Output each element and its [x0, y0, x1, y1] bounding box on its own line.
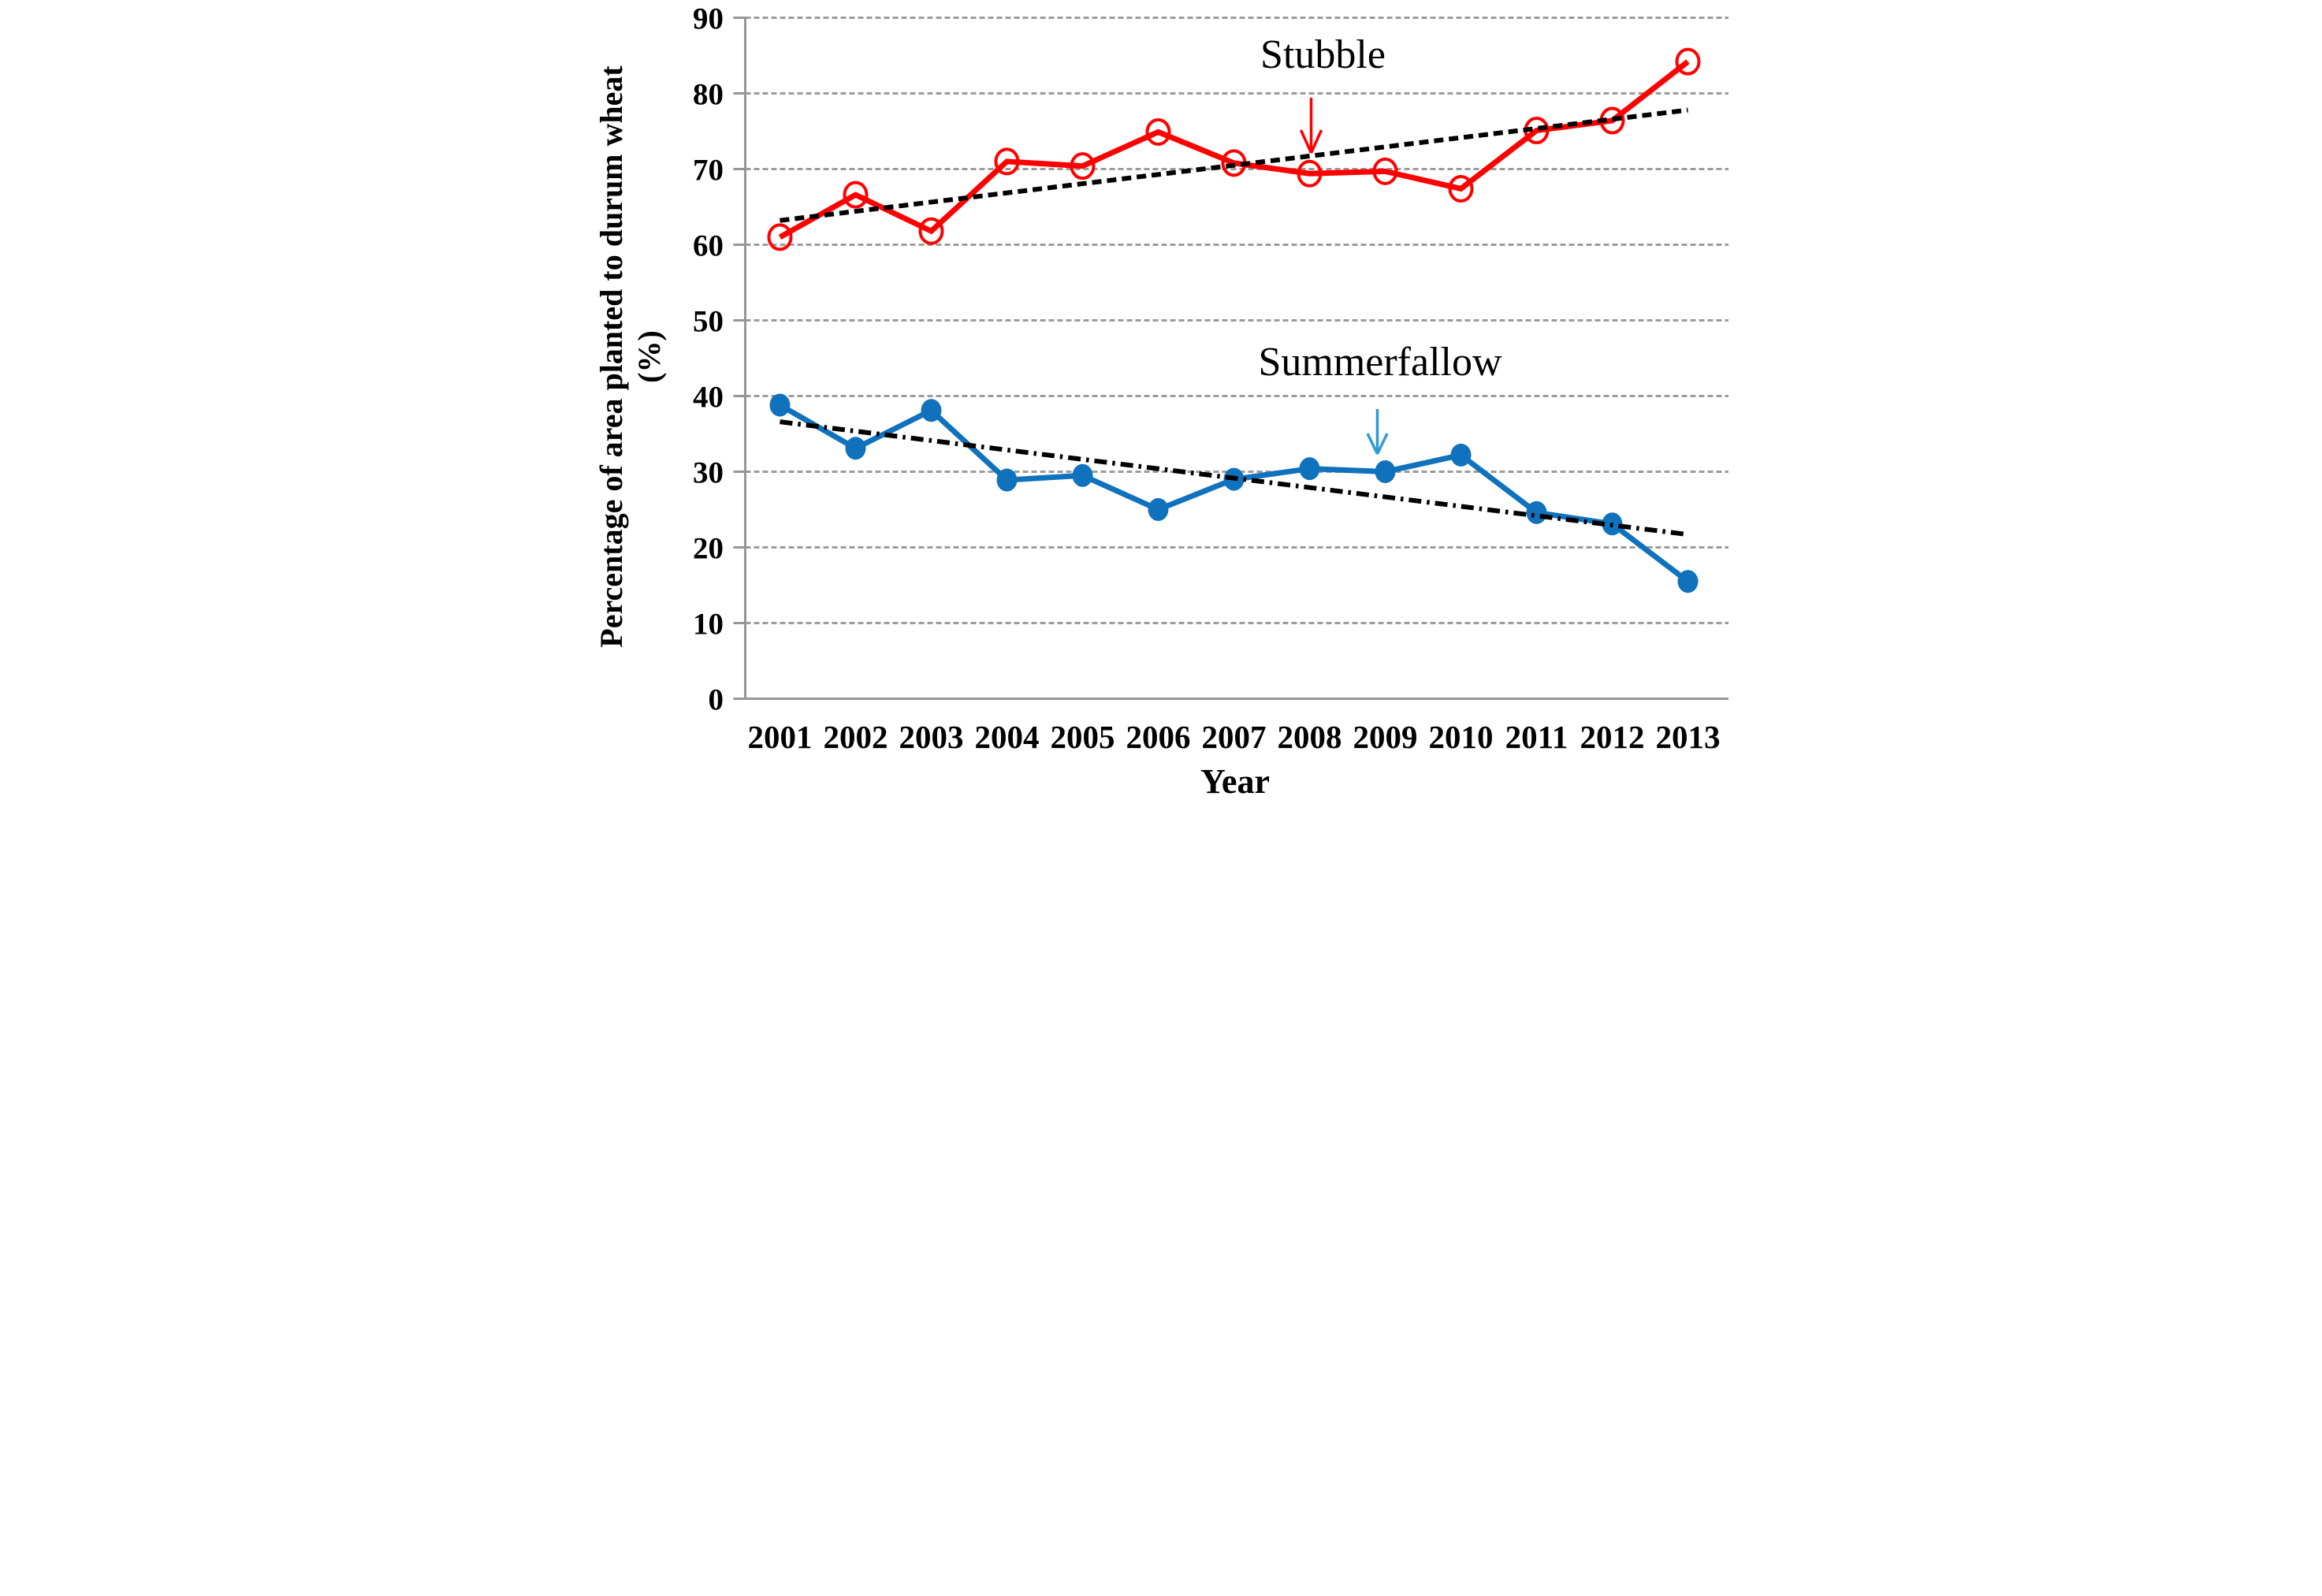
- y-tick-label-20: 20: [693, 532, 724, 566]
- y-tick-label-30: 30: [693, 456, 724, 490]
- stubble-marker-2002: [843, 180, 868, 209]
- summerfallow-marker-2011: [1526, 500, 1546, 524]
- x-tick-label-2008: 2008: [1277, 719, 1341, 755]
- summerfallow-trendline: [779, 419, 1688, 538]
- y-tick-label-80: 80: [693, 78, 724, 112]
- y-tick-label-70: 70: [693, 154, 724, 188]
- stubble-marker-2009: [1372, 157, 1397, 185]
- x-tick-label-2009: 2009: [1353, 719, 1417, 755]
- y-axis-title-line1: Percentage of area planted to durum whea…: [594, 65, 629, 648]
- y-tick-label-10: 10: [693, 608, 724, 642]
- x-tick-label-2007: 2007: [1201, 719, 1266, 755]
- x-tick-label-2005: 2005: [1050, 719, 1114, 755]
- durum-wheat-chart-figure: 0 10 20 30 40 50 60 70 80 90 2001 2002 2003 2004 2005 2…: [580, 0, 1742, 798]
- stubble-marker-2003: [918, 217, 943, 245]
- stubble-marker-2013: [1675, 47, 1700, 76]
- x-tick-label-2011: 2011: [1505, 719, 1568, 755]
- summerfallow-marker-2009: [1375, 460, 1395, 483]
- summerfallow-marker-2010: [1450, 443, 1471, 467]
- stubble-marker-2005: [1070, 152, 1095, 180]
- summerfallow-marker-2004: [996, 468, 1017, 492]
- summerfallow-marker-2002: [845, 437, 865, 460]
- stubble-arrow-head: [1299, 129, 1323, 154]
- x-tick-label-2012: 2012: [1580, 719, 1644, 755]
- summerfallow-marker-2003: [921, 399, 941, 422]
- x-tick-label-2003: 2003: [899, 719, 963, 755]
- y-tick-label-40: 40: [693, 381, 724, 415]
- x-tick-label-2004: 2004: [974, 719, 1039, 755]
- stubble-marker-2008: [1297, 159, 1322, 188]
- y-tick-label-50: 50: [693, 305, 724, 339]
- summerfallow-marker-2006: [1148, 498, 1168, 521]
- summerfallow-marker-2008: [1299, 457, 1319, 481]
- summerfallow-marker-2013: [1677, 570, 1698, 593]
- stubble-label: Stubble: [1260, 32, 1386, 77]
- x-axis-title: Year: [1200, 762, 1270, 798]
- summerfallow-line: [778, 402, 1690, 584]
- stubble-marker-2001: [767, 223, 792, 251]
- stubble-marker-2010: [1448, 174, 1473, 203]
- y-axis-title-line2: (%): [631, 330, 667, 383]
- y-tick-label-0: 0: [708, 683, 724, 717]
- x-tick-label-2002: 2002: [823, 719, 887, 755]
- summerfallow-marker-2001: [769, 393, 790, 417]
- y-tick-label-60: 60: [693, 229, 724, 263]
- x-tick-label-2006: 2006: [1126, 719, 1190, 755]
- summerfallow-label: Summerfallow: [1258, 340, 1502, 385]
- x-tick-label-2010: 2010: [1428, 719, 1493, 755]
- stubble-trendline: [779, 107, 1688, 223]
- y-tick-label-90: 90: [693, 2, 724, 36]
- summerfallow-marker-2005: [1072, 463, 1092, 487]
- x-tick-label-2013: 2013: [1655, 719, 1720, 755]
- stubble-down-arrow-icon: [1299, 98, 1323, 154]
- line-chart: 0 10 20 30 40 50 60 70 80 90 2001 2002 2003 2004 2005 2…: [580, 0, 1742, 798]
- summerfallow-down-arrow-icon: [1365, 409, 1389, 455]
- stubble-marker-2006: [1145, 117, 1170, 146]
- stubble-marker-2004: [994, 147, 1019, 176]
- summerfallow-arrow-head: [1365, 433, 1389, 455]
- x-tick-label-2001: 2001: [747, 719, 812, 755]
